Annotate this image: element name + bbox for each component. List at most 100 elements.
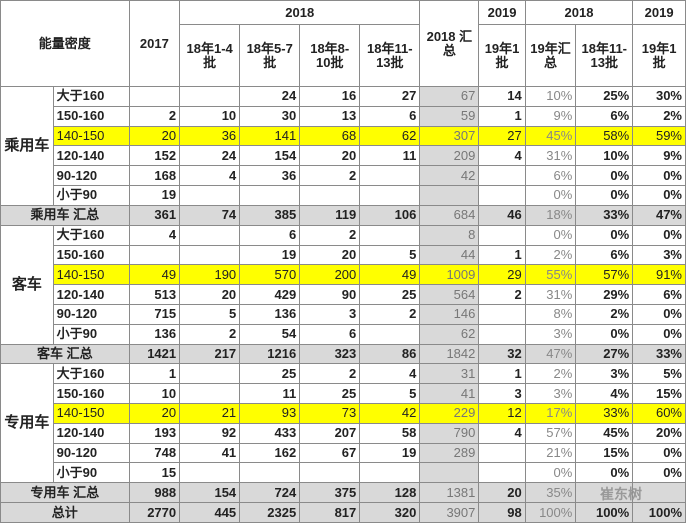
cell: 36 xyxy=(179,125,241,147)
cell: 2325 xyxy=(239,502,301,523)
cell: 289 xyxy=(419,442,480,464)
cell: 30% xyxy=(632,86,686,107)
cell: 15 xyxy=(128,462,181,484)
cell: 小于90 xyxy=(52,185,130,206)
cell: 0% xyxy=(575,462,634,484)
cell: 3% xyxy=(524,323,577,345)
cell: 20% xyxy=(632,422,686,444)
cell: 0% xyxy=(632,442,686,464)
cell: 4% xyxy=(575,383,634,404)
cell: 715 xyxy=(128,303,181,325)
cell: 20 xyxy=(299,145,361,167)
cell: 2% xyxy=(524,363,577,385)
cell: 12 xyxy=(478,403,526,424)
cell: 6 xyxy=(359,105,421,127)
cell: 27 xyxy=(359,86,421,107)
cell: 15% xyxy=(575,442,634,464)
cell: 128 xyxy=(359,482,421,504)
cell: 21 xyxy=(179,403,241,424)
data-row: 120-140 193 92 433 207 58 790 4 57% 45% 20% xyxy=(1,422,686,444)
cell: 100% xyxy=(575,502,634,523)
cell: 2017 xyxy=(128,0,181,87)
cell: 2018 xyxy=(524,0,634,25)
cell xyxy=(478,462,526,484)
cell xyxy=(179,224,241,246)
cell: 0% xyxy=(632,303,686,325)
cell: 18年11-13批 xyxy=(359,24,421,87)
cell: 31 xyxy=(419,363,480,385)
cell: 29 xyxy=(478,264,526,286)
cell: 1 xyxy=(478,363,526,385)
cell: 19 xyxy=(359,442,421,464)
cell xyxy=(419,185,480,206)
cell: 0% xyxy=(632,323,686,345)
cell xyxy=(632,482,686,504)
cell: 33% xyxy=(632,343,686,365)
cell: 20 xyxy=(179,284,241,305)
cell: 19年1批 xyxy=(632,24,686,87)
cell xyxy=(359,185,421,206)
cell: 20 xyxy=(128,403,181,424)
cell: 乘用车 汇总 xyxy=(0,204,130,226)
cell: 0% xyxy=(632,224,686,246)
cell: 36 xyxy=(239,165,301,187)
cell: 98 xyxy=(478,502,526,523)
subtotal-row: 专用车 汇总 988 154 724 375 128 1381 20 35% xyxy=(0,482,686,504)
cell: 41 xyxy=(419,383,480,404)
cell xyxy=(179,244,241,266)
cell: 大于160 xyxy=(52,86,130,107)
cell: 41 xyxy=(179,442,241,464)
cell: 0% xyxy=(632,185,686,206)
cell: 14 xyxy=(478,86,526,107)
cell: 68 xyxy=(299,125,361,147)
cell: 18年11-13批 xyxy=(575,24,634,87)
cell: 2 xyxy=(299,224,361,246)
data-row: 150-160 19 20 5 44 1 2% 6% 3% xyxy=(1,244,686,266)
cell: 3% xyxy=(524,383,577,404)
cell: 146 xyxy=(419,303,480,325)
cell: 24 xyxy=(179,145,241,167)
cell: 4 xyxy=(128,224,181,246)
cell: 570 xyxy=(239,264,301,286)
subtotal-row: 乘用车 汇总 361 74 385 119 106 684 46 18% 33% 47% xyxy=(0,204,686,226)
cell xyxy=(299,462,361,484)
cell: 33% xyxy=(575,204,634,226)
cell: 1381 xyxy=(419,482,480,504)
cell: 25 xyxy=(299,383,361,404)
cell xyxy=(419,462,480,484)
cell: 90-120 xyxy=(52,165,130,187)
cell: 3% xyxy=(575,363,634,385)
cell: 30 xyxy=(239,105,301,127)
cell: 59 xyxy=(419,105,480,127)
cell: 9% xyxy=(632,145,686,167)
data-row: 140-150 20 21 93 73 42 229 12 17% 33% 60% xyxy=(1,403,686,424)
cell xyxy=(239,185,301,206)
cell: 18年1-4批 xyxy=(179,24,241,87)
cell xyxy=(179,185,241,206)
cell: 140-150 xyxy=(52,125,130,147)
cell xyxy=(299,185,361,206)
cell: 4 xyxy=(478,145,526,167)
cell: 20 xyxy=(299,244,361,266)
data-row: 小于90 15 0% 0% 0% xyxy=(1,462,686,484)
cell: 307 xyxy=(419,125,480,147)
cell: 229 xyxy=(419,403,480,424)
cell: 19 xyxy=(128,185,181,206)
cell: 大于160 xyxy=(52,363,130,385)
cell: 2% xyxy=(524,244,577,266)
cell: 专用车 xyxy=(0,363,54,484)
cell: 152 xyxy=(128,145,181,167)
cell: 17% xyxy=(524,403,577,424)
cell xyxy=(359,323,421,345)
data-row: 140-150 49 190 570 200 49 1009 29 55% 57% 91% xyxy=(1,264,686,286)
cell: 46 xyxy=(478,204,526,226)
cell: 2 xyxy=(179,323,241,345)
cell: 57% xyxy=(524,422,577,444)
watermark: 崔东树 xyxy=(600,486,642,502)
cell: 3% xyxy=(632,244,686,266)
cell: 62 xyxy=(419,323,480,345)
cell: 11 xyxy=(359,145,421,167)
cell: 150-160 xyxy=(52,383,130,404)
cell xyxy=(179,363,241,385)
